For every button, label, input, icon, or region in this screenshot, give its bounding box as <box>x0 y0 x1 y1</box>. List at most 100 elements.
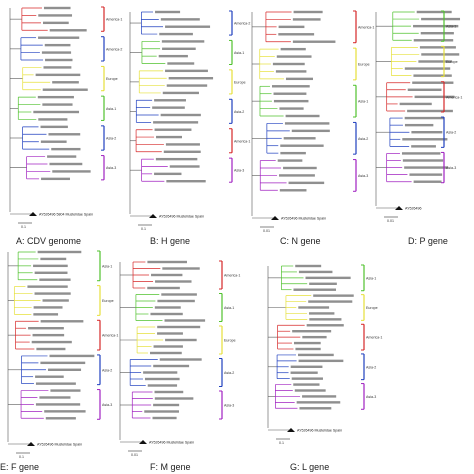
leaf-label-glyph <box>278 33 315 36</box>
leaf-label-glyph <box>40 140 67 143</box>
leaf-label-glyph <box>278 25 305 29</box>
outgroup-triangle-icon <box>139 440 147 444</box>
leaf-label-glyph <box>150 351 182 355</box>
scale-bar-label: 0.01 <box>131 453 138 457</box>
leaf-label-glyph <box>155 280 192 283</box>
clade-label-asia3: Asia-3 <box>446 166 456 170</box>
leaf-label-glyph <box>302 335 327 339</box>
leaf-label-glyph <box>157 299 195 303</box>
leaf-label-glyph <box>283 137 316 140</box>
leaf-label-glyph <box>152 106 185 109</box>
leaf-label-glyph <box>40 320 84 323</box>
leaf-label-glyph <box>41 51 72 54</box>
caption-panel-b: B: H gene <box>150 236 191 246</box>
leaf-label-glyph <box>306 324 344 327</box>
leaf-label-glyph <box>28 327 64 330</box>
leaf-label-glyph <box>45 58 73 62</box>
outgroup-label: AY526496 5804 Mustelidae Spain <box>39 212 93 216</box>
clade-label-america1: America-1 <box>358 25 374 29</box>
leaf-label-glyph <box>399 102 432 106</box>
leaf-label-glyph <box>294 389 326 392</box>
leaf-label-glyph <box>143 371 178 374</box>
leaf-label-glyph <box>52 170 91 173</box>
leaf-label-glyph <box>45 417 76 420</box>
leaf-label-glyph <box>271 85 310 88</box>
leaf-label-glyph <box>407 109 453 113</box>
leaf-label-glyph <box>294 341 321 345</box>
outgroup-triangle-icon <box>27 442 35 446</box>
leaf-label-glyph <box>42 21 69 25</box>
leaf-label-glyph <box>276 55 312 58</box>
leaf-label-glyph <box>413 180 442 183</box>
leaf-label-glyph <box>283 166 317 170</box>
leaf-label-glyph <box>144 410 179 413</box>
leaf-label-glyph <box>291 129 330 133</box>
leaf-label-glyph <box>154 99 186 102</box>
outgroup-label: AY526496 Mustelidae Spain <box>159 214 204 218</box>
leaf-label-glyph <box>166 84 208 87</box>
clade-label-europe: Europe <box>358 63 370 67</box>
clade-label-america1: America-1 <box>446 95 462 99</box>
clade-label-america1: America-1 <box>234 139 250 143</box>
clade-label-asia1: Asia-1 <box>446 25 456 29</box>
leaf-label-glyph <box>296 401 341 404</box>
leaf-label-glyph <box>52 81 79 84</box>
leaf-label-glyph <box>168 77 214 80</box>
leaf-label-glyph <box>279 107 304 110</box>
leaf-label-glyph <box>305 276 351 280</box>
leaf-label-glyph <box>404 116 444 120</box>
leaf-label-glyph <box>416 10 452 14</box>
clade-label-america1: America-1 <box>102 334 118 338</box>
leaf-label-glyph <box>275 70 307 73</box>
leaf-label-glyph <box>31 340 72 344</box>
leaf-label-glyph <box>413 24 459 28</box>
outgroup-triangle-icon <box>29 212 37 216</box>
scale-bar-label: 0.1 <box>279 441 284 445</box>
clade-label-america1: America-1 <box>224 274 240 278</box>
leaf-label-glyph <box>421 17 461 21</box>
leaf-label-glyph <box>288 181 325 185</box>
leaf-label-glyph <box>158 54 188 58</box>
leaf-label-glyph <box>407 88 442 91</box>
leaf-label-glyph <box>165 69 208 73</box>
clade-label-asia1: Asia-1 <box>106 107 116 111</box>
leaf-label-glyph <box>154 397 194 400</box>
leaf-label-glyph <box>293 288 337 291</box>
leaf-label-glyph <box>151 273 183 277</box>
caption-panel-c: C: N gene <box>280 236 321 246</box>
leaf-label-glyph <box>279 174 315 177</box>
leaf-label-glyph <box>36 347 66 351</box>
leaf-label-glyph <box>48 133 81 136</box>
scale-bar-label: 0.01 <box>263 229 270 233</box>
leaf-label-glyph <box>404 67 451 70</box>
leaf-label-glyph <box>295 347 321 351</box>
leaf-label-glyph <box>279 189 307 192</box>
leaf-label-glyph <box>152 416 177 420</box>
leaf-label-glyph <box>154 128 192 131</box>
leaf-label-glyph <box>37 250 82 254</box>
leaf-label-glyph <box>292 18 321 21</box>
caption-panel-e: E: F gene <box>0 462 40 472</box>
leaf-label-glyph <box>40 257 67 261</box>
leaf-label-glyph <box>32 333 65 337</box>
leaf-label-glyph <box>404 166 449 169</box>
leaf-label-glyph <box>40 361 86 365</box>
clade-label-asia1: Asia-1 <box>366 276 376 280</box>
leaf-label-glyph <box>292 40 336 43</box>
clade-label-america2: America-2 <box>106 47 122 51</box>
leaf-label-glyph <box>38 118 68 121</box>
leaf-label-glyph <box>150 312 183 316</box>
leaf-label-glyph <box>157 325 201 329</box>
leaf-label-glyph <box>33 313 59 316</box>
leaf-label-glyph <box>280 151 306 155</box>
clade-label-asia3: Asia-3 <box>102 403 112 407</box>
leaf-label-glyph <box>299 407 332 410</box>
leaf-label-glyph <box>291 377 323 380</box>
leaf-label-glyph <box>298 306 330 309</box>
leaf-label-glyph <box>309 318 342 321</box>
leaf-label-glyph <box>159 32 193 36</box>
leaf-label-glyph <box>411 145 436 148</box>
leaf-label-glyph <box>293 10 323 14</box>
clade-label-europe: Europe <box>224 339 236 343</box>
clade-label-asia3: Asia-3 <box>224 404 234 408</box>
